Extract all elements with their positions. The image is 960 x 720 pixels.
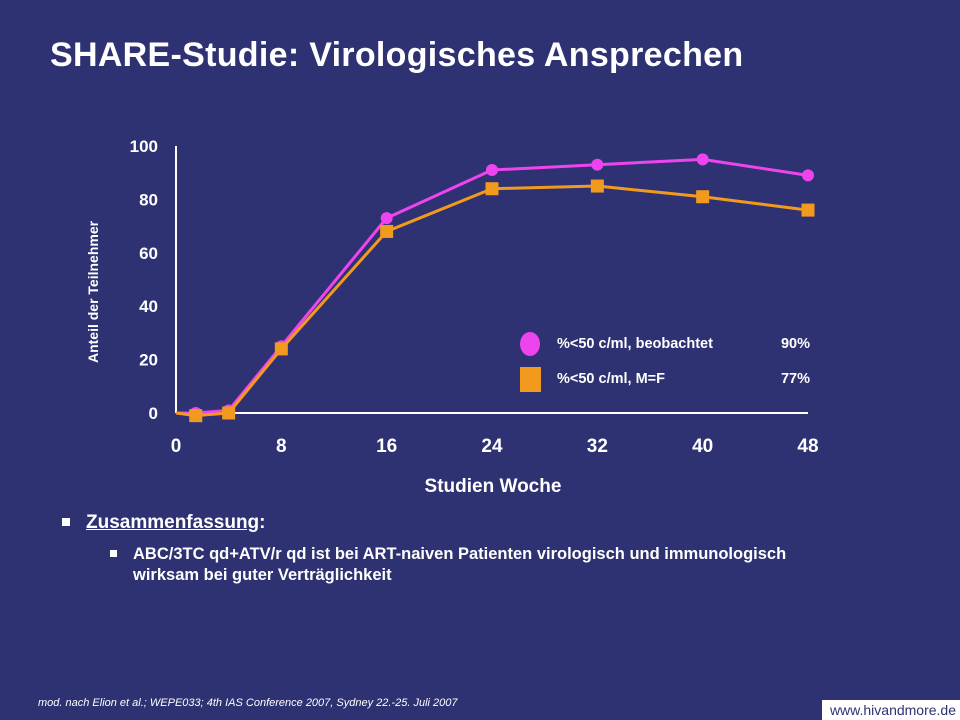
summary-heading: Zusammenfassung [86,512,260,533]
y-tick-labels: 0 20 40 60 80 100 [130,137,158,423]
x-axis-label: Studien Woche [425,476,562,497]
data-point-square [696,190,710,204]
x-tick-label: 0 [171,436,182,457]
website-link[interactable]: www.hivandmore.de [821,700,960,720]
bullet-square-icon [110,550,117,557]
y-tick-label: 80 [139,190,158,209]
y-tick-label: 40 [139,297,158,316]
x-tick-label: 24 [481,436,503,457]
bullet-square-icon [62,518,70,526]
legend-marker-square [520,367,541,392]
legend-value: 77% [781,371,810,387]
data-point-square [801,203,815,217]
data-point-square [590,179,604,193]
data-point-square [485,182,499,196]
series-line [175,184,809,418]
data-point-circle [380,212,393,225]
x-tick-label: 48 [797,436,818,457]
data-point-circle [802,169,814,182]
series-group [175,153,815,423]
data-point-square [274,342,288,356]
citation: mod. nach Elion et al.; WEPE033; 4th IAS… [38,697,458,709]
summary-text: ABC/3TC qd+ATV/r qd ist bei ART-naiven P… [133,545,787,584]
x-tick-labels: 0 8 16 24 32 40 48 [171,436,819,457]
summary-heading-line: Zusammenfassung: [86,512,265,534]
y-tick-label: 0 [149,404,158,423]
legend-label: %<50 c/ml, beobachtet [557,336,713,352]
legend: %<50 c/ml, beobachtet 90% %<50 c/ml, M=F 77… [520,332,810,392]
y-axis-label: Anteil der Teilnehmer [85,220,101,363]
x-tick-label: 16 [376,436,397,457]
y-tick-label: 20 [139,351,158,370]
line-chart: 0 20 40 60 80 100 0 8 16 24 32 40 48 Anteil der Tei… [85,137,819,497]
legend-value: 90% [781,336,810,352]
summary-heading-colon: : [259,512,266,533]
y-tick-label: 100 [130,137,158,156]
data-point-square [380,224,394,238]
y-tick-label: 60 [139,244,158,263]
data-point-square [222,406,236,420]
summary-sub-bullet: ABC/3TC qd+ATV/r qd ist bei ART-naiven P… [110,544,920,586]
x-tick-label: 40 [692,436,713,457]
slide-title: SHARE-Studie: Virologisches Ansprechen [50,36,744,74]
legend-label: %<50 c/ml, M=F [557,371,665,387]
data-point-circle [591,158,604,171]
data-point-circle [696,153,709,166]
legend-marker-circle [520,332,540,356]
chart-axes [175,146,808,414]
series-2 [175,179,815,423]
summary-section: Zusammenfassung: ABC/3TC qd+ATV/r qd ist… [60,512,920,586]
data-point-square [189,409,203,423]
data-point-circle [486,164,498,177]
summary-bullet: Zusammenfassung: [60,512,920,534]
x-tick-label: 8 [276,436,287,457]
x-tick-label: 32 [587,436,608,457]
